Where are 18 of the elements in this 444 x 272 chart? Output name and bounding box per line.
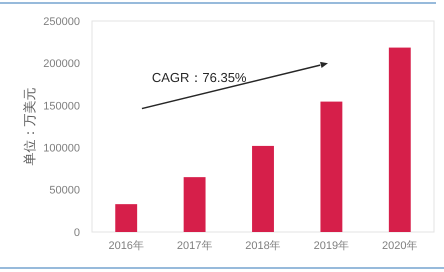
y-tick-label: 250000 — [43, 16, 80, 28]
x-tick-label: 2018年 — [245, 240, 281, 252]
x-tick-label: 2016年 — [108, 240, 144, 252]
x-tick-label: 2019年 — [314, 240, 350, 252]
bar — [388, 48, 411, 232]
bar — [320, 102, 342, 232]
bar — [115, 204, 138, 232]
y-tick-label: 0 — [74, 226, 80, 239]
bar — [184, 177, 206, 232]
y-axis-title: 单位：万美元 — [22, 88, 37, 166]
x-tick-label: 2020年 — [382, 240, 418, 252]
y-tick-label: 100000 — [43, 142, 80, 154]
y-tick-label: 150000 — [43, 100, 80, 112]
annotation: CAGR：76.35% — [152, 70, 247, 86]
bar — [252, 146, 274, 232]
x-tick-label: 2017年 — [176, 240, 212, 252]
y-tick-label: 50000 — [49, 184, 80, 197]
y-tick-label: 200000 — [43, 58, 80, 70]
